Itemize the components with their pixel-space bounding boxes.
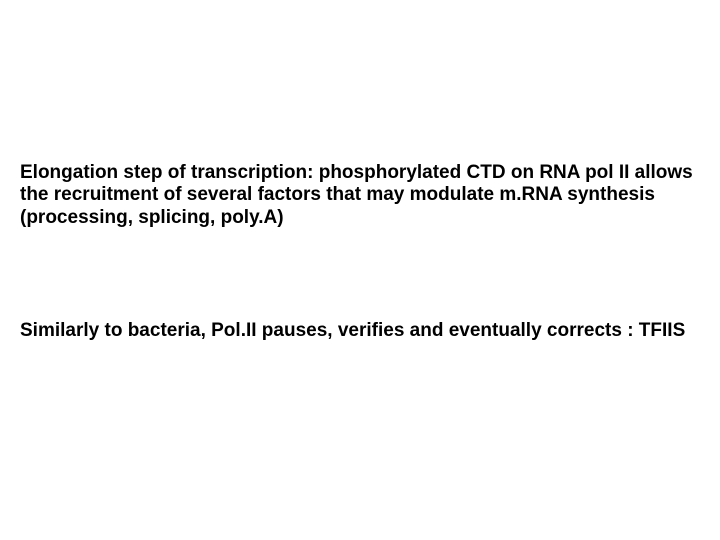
paragraph-tfiis: Similarly to bacteria, Pol.II pauses, ve… <box>20 320 700 342</box>
paragraph-elongation: Elongation step of transcription: phosph… <box>20 162 700 229</box>
slide: Elongation step of transcription: phosph… <box>0 0 720 540</box>
